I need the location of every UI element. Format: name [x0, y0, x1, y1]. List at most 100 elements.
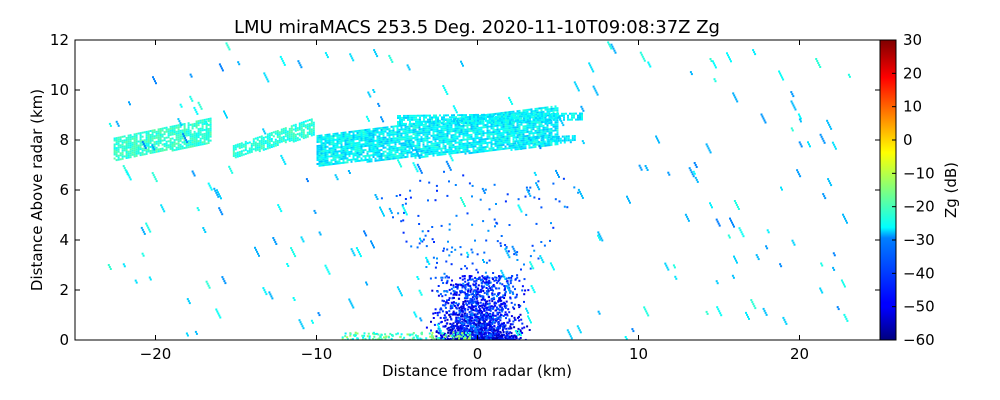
heatmap-cell: [250, 142, 253, 145]
heatmap-cell: [426, 145, 429, 148]
heatmap-cell: [364, 337, 367, 340]
heatmap-cell: [394, 125, 397, 128]
heatmap-cell: [446, 311, 448, 314]
heatmap-cell: [141, 149, 144, 152]
heatmap-cell: [399, 119, 401, 121]
heatmap-cell: [464, 293, 467, 295]
heatmap-cell: [410, 125, 413, 128]
heatmap-cell: [242, 149, 245, 152]
heatmap-cell: [548, 122, 551, 125]
heatmap-cell: [358, 147, 361, 150]
heatmap-cell: [442, 137, 445, 140]
heatmap-cell: [449, 329, 452, 331]
heatmap-cell: [512, 110, 515, 113]
heatmap-cell: [455, 324, 458, 327]
heatmap-cell: [268, 144, 271, 147]
heatmap-cell: [460, 315, 462, 318]
heatmap-cell: [199, 127, 202, 130]
heatmap-cell: [504, 123, 507, 126]
heatmap-cell: [497, 121, 499, 124]
heatmap-cell: [316, 159, 319, 161]
heatmap-cell: [542, 110, 545, 113]
heatmap-cell: [344, 147, 347, 150]
heatmap-cell: [528, 122, 531, 125]
heatmap-cell: [544, 134, 547, 137]
heatmap-cell: [542, 144, 545, 147]
heatmap-cell: [430, 140, 433, 143]
heatmap-cell: [455, 122, 457, 125]
heatmap-cell: [280, 140, 283, 143]
heatmap-cell: [175, 136, 178, 139]
heatmap-cell: [399, 121, 401, 123]
heatmap-cell: [557, 135, 560, 138]
heatmap-cell: [408, 149, 411, 152]
heatmap-cell: [436, 261, 438, 264]
heatmap-cell: [474, 141, 477, 144]
heatmap-cell: [410, 141, 413, 144]
heatmap-cell: [426, 153, 429, 156]
heatmap-cell: [119, 154, 122, 157]
heatmap-cell: [476, 151, 479, 154]
heatmap-cell: [290, 125, 293, 128]
heatmap-cell: [362, 149, 365, 152]
heatmap-cell: [438, 121, 441, 124]
heatmap-cell: [509, 335, 512, 338]
heatmap-cell: [361, 334, 364, 337]
heatmap-cell: [454, 333, 457, 336]
heatmap-cell: [555, 135, 558, 138]
heatmap-cell: [169, 127, 172, 130]
heatmap-cell: [482, 290, 485, 292]
heatmap-cell: [262, 148, 265, 151]
heatmap-cell: [575, 118, 577, 121]
heatmap-cell: [420, 150, 423, 153]
heatmap-cell: [478, 290, 481, 293]
heatmap-cell: [416, 140, 419, 143]
heatmap-cell: [362, 151, 365, 154]
heatmap-cell: [454, 137, 457, 140]
heatmap-cell: [135, 142, 138, 145]
heatmap-cell: [494, 138, 497, 141]
heatmap-cell: [525, 113, 527, 116]
heatmap-cell: [378, 139, 381, 142]
heatmap-cell: [258, 148, 261, 151]
heatmap-cell: [276, 134, 279, 136]
heatmap-cell: [350, 148, 353, 151]
heatmap-cell: [286, 136, 289, 139]
heatmap-cell: [408, 137, 411, 140]
heatmap-cell: [330, 153, 333, 156]
heatmap-cell: [556, 143, 559, 146]
heatmap-cell: [234, 144, 237, 147]
heatmap-cell: [446, 281, 449, 284]
heatmap-cell: [448, 276, 450, 279]
heatmap-cell: [462, 130, 465, 133]
heatmap-cell: [504, 311, 507, 314]
heatmap-cell: [489, 121, 491, 124]
heatmap-cell: [514, 126, 517, 129]
heatmap-cell: [428, 131, 431, 134]
heatmap-cell: [448, 310, 451, 313]
heatmap-cell: [260, 147, 263, 150]
heatmap-cell: [531, 244, 534, 247]
heatmap-cell: [242, 145, 245, 148]
heatmap-cell: [443, 290, 446, 293]
heatmap-cell: [478, 294, 481, 297]
heatmap-cell: [470, 133, 473, 136]
heatmap-cell: [207, 142, 210, 144]
heatmap-cell: [493, 302, 496, 305]
heatmap-cell: [554, 107, 557, 110]
heatmap-cell: [193, 132, 196, 135]
heatmap-cell: [472, 333, 474, 336]
heatmap-cell: [455, 311, 458, 314]
heatmap-cell: [390, 147, 393, 150]
heatmap-cell: [169, 129, 172, 132]
heatmap-cell: [480, 334, 483, 337]
heatmap-cell: [487, 329, 490, 332]
heatmap-cell: [157, 144, 160, 147]
heatmap-cell: [356, 158, 359, 160]
heatmap-cell: [197, 122, 200, 125]
heatmap-cell: [556, 123, 559, 126]
heatmap-cell: [480, 136, 483, 139]
heatmap-cell: [450, 313, 453, 316]
heatmap-cell: [499, 242, 502, 245]
heatmap-cell: [207, 118, 210, 120]
